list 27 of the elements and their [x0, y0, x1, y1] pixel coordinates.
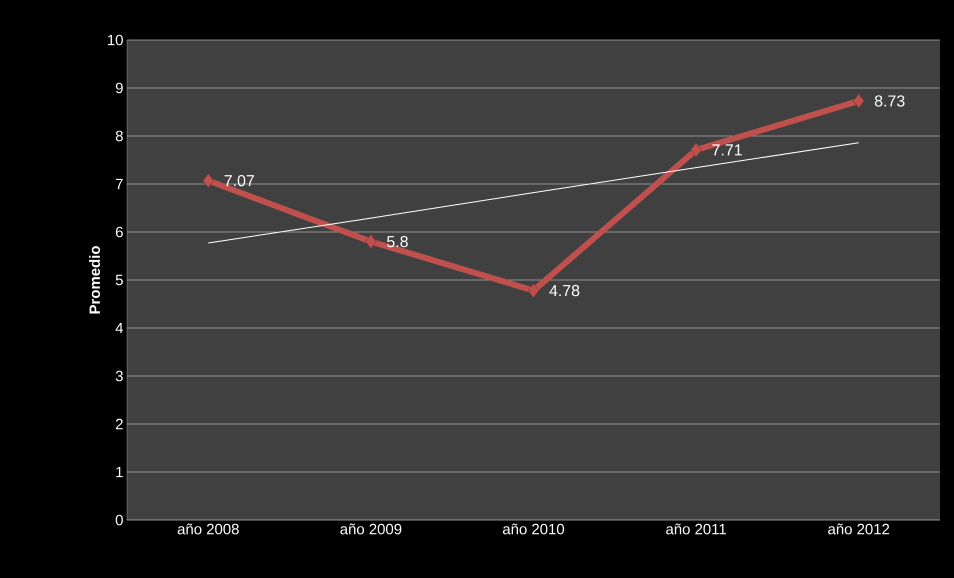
point — [202, 173, 214, 188]
data-label: 8.73 — [874, 95, 904, 107]
point — [528, 283, 540, 298]
data-label: 4.78 — [549, 284, 580, 296]
data-label: 7.71 — [712, 144, 742, 156]
y-tick-label: 4 — [116, 322, 124, 334]
y-tick-label: 0 — [116, 514, 123, 526]
point — [365, 234, 376, 249]
y-tick-label: 10 — [108, 34, 123, 46]
data-label: 5.8 — [387, 236, 408, 248]
y-tick-label: 7 — [116, 178, 123, 190]
y-tick-label: 2 — [116, 418, 123, 430]
y-tick-label: 6 — [116, 226, 123, 238]
x-tick-label: año 2008 — [178, 524, 239, 534]
x-tick-label: año 2009 — [340, 524, 402, 534]
data-label: 7.07 — [224, 175, 254, 186]
x-tick-label: año 2011 — [666, 524, 726, 534]
y-tick-label: 1 — [116, 466, 123, 478]
y-tick-label: 3 — [116, 370, 123, 382]
y-axis-title: Promedio — [89, 246, 100, 314]
point — [690, 142, 702, 158]
point — [853, 94, 864, 108]
y-tick-label: 9 — [116, 82, 123, 94]
x-tick-label: año 2010 — [502, 524, 564, 534]
y-tick-label: 8 — [116, 130, 123, 142]
y-tick-label: 5 — [116, 274, 123, 286]
x-tick-label: año 2012 — [828, 524, 890, 534]
